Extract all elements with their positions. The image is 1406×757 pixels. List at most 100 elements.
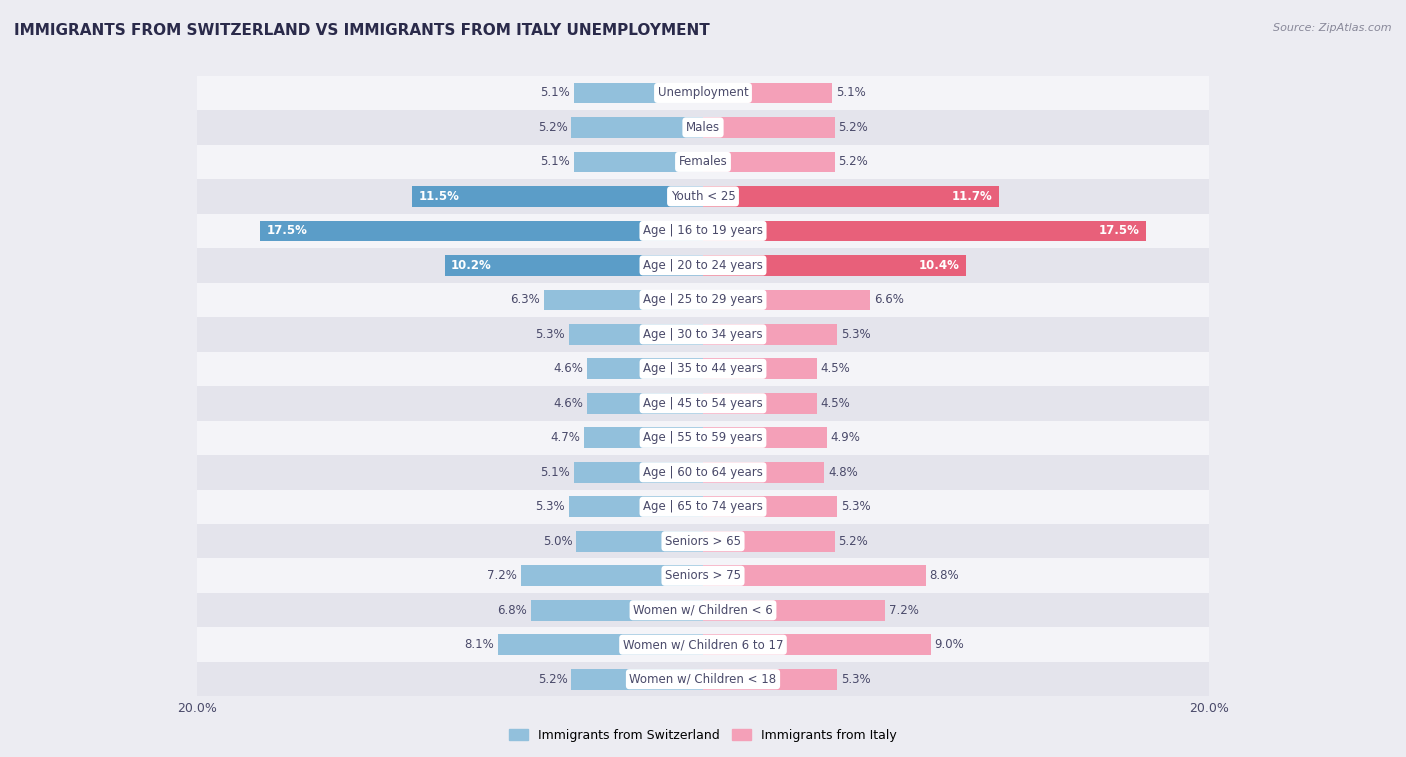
Text: Unemployment: Unemployment: [658, 86, 748, 99]
Text: Youth < 25: Youth < 25: [671, 190, 735, 203]
Text: 17.5%: 17.5%: [266, 224, 308, 238]
Text: Women w/ Children 6 to 17: Women w/ Children 6 to 17: [623, 638, 783, 651]
Bar: [571, 669, 703, 690]
Text: 5.3%: 5.3%: [841, 328, 870, 341]
Text: 10.2%: 10.2%: [451, 259, 492, 272]
Bar: [703, 83, 832, 103]
Bar: [197, 282, 1209, 317]
Bar: [260, 220, 703, 241]
Text: 4.8%: 4.8%: [828, 466, 858, 478]
Bar: [569, 324, 703, 344]
Bar: [197, 351, 1209, 386]
Bar: [703, 324, 837, 344]
Text: Age | 30 to 34 years: Age | 30 to 34 years: [643, 328, 763, 341]
Bar: [197, 317, 1209, 351]
Bar: [703, 497, 837, 517]
Text: 5.3%: 5.3%: [841, 673, 870, 686]
Text: 9.0%: 9.0%: [935, 638, 965, 651]
Bar: [703, 634, 931, 655]
Text: 5.3%: 5.3%: [536, 500, 565, 513]
Text: 10.4%: 10.4%: [920, 259, 960, 272]
Bar: [197, 524, 1209, 559]
Text: Age | 65 to 74 years: Age | 65 to 74 years: [643, 500, 763, 513]
Text: Age | 55 to 59 years: Age | 55 to 59 years: [643, 431, 763, 444]
Text: Age | 16 to 19 years: Age | 16 to 19 years: [643, 224, 763, 238]
Text: 17.5%: 17.5%: [1098, 224, 1140, 238]
Text: 4.6%: 4.6%: [553, 397, 583, 410]
Text: 5.3%: 5.3%: [536, 328, 565, 341]
Bar: [703, 462, 824, 483]
Text: 4.7%: 4.7%: [550, 431, 581, 444]
Bar: [569, 497, 703, 517]
Text: 7.2%: 7.2%: [486, 569, 517, 582]
Bar: [197, 145, 1209, 179]
Bar: [703, 600, 886, 621]
Bar: [197, 593, 1209, 628]
Bar: [531, 600, 703, 621]
Bar: [197, 628, 1209, 662]
Bar: [197, 386, 1209, 421]
Text: 5.2%: 5.2%: [538, 673, 568, 686]
Text: 11.7%: 11.7%: [952, 190, 993, 203]
Text: 5.2%: 5.2%: [538, 121, 568, 134]
Text: 5.0%: 5.0%: [543, 534, 572, 548]
Bar: [574, 83, 703, 103]
Text: Seniors > 75: Seniors > 75: [665, 569, 741, 582]
Bar: [197, 490, 1209, 524]
Text: 8.1%: 8.1%: [464, 638, 495, 651]
Bar: [583, 428, 703, 448]
Text: Age | 45 to 54 years: Age | 45 to 54 years: [643, 397, 763, 410]
Bar: [498, 634, 703, 655]
Bar: [444, 255, 703, 276]
Text: 4.5%: 4.5%: [821, 397, 851, 410]
Bar: [197, 421, 1209, 455]
Bar: [586, 359, 703, 379]
Bar: [576, 531, 703, 552]
Text: 11.5%: 11.5%: [419, 190, 460, 203]
Bar: [703, 186, 1000, 207]
Bar: [571, 117, 703, 138]
Text: 6.8%: 6.8%: [498, 604, 527, 617]
Text: 5.1%: 5.1%: [540, 86, 571, 99]
Bar: [197, 559, 1209, 593]
Text: 4.6%: 4.6%: [553, 363, 583, 375]
Text: 4.5%: 4.5%: [821, 363, 851, 375]
Text: 5.2%: 5.2%: [838, 121, 868, 134]
Bar: [197, 213, 1209, 248]
Text: Age | 25 to 29 years: Age | 25 to 29 years: [643, 294, 763, 307]
Bar: [574, 151, 703, 173]
Bar: [197, 455, 1209, 490]
Bar: [520, 565, 703, 586]
Bar: [586, 393, 703, 413]
Bar: [412, 186, 703, 207]
Text: Age | 35 to 44 years: Age | 35 to 44 years: [643, 363, 763, 375]
Bar: [703, 359, 817, 379]
Text: 5.2%: 5.2%: [838, 534, 868, 548]
Bar: [703, 117, 835, 138]
Text: Women w/ Children < 6: Women w/ Children < 6: [633, 604, 773, 617]
Text: 5.1%: 5.1%: [835, 86, 866, 99]
Text: Age | 20 to 24 years: Age | 20 to 24 years: [643, 259, 763, 272]
Text: 7.2%: 7.2%: [889, 604, 920, 617]
Text: Age | 60 to 64 years: Age | 60 to 64 years: [643, 466, 763, 478]
Text: 6.3%: 6.3%: [510, 294, 540, 307]
Bar: [703, 393, 817, 413]
Text: 8.8%: 8.8%: [929, 569, 959, 582]
Bar: [197, 76, 1209, 111]
Bar: [703, 151, 835, 173]
Bar: [197, 179, 1209, 213]
Text: Seniors > 65: Seniors > 65: [665, 534, 741, 548]
Bar: [544, 289, 703, 310]
Bar: [703, 220, 1146, 241]
Bar: [197, 111, 1209, 145]
Bar: [197, 662, 1209, 696]
Text: 5.3%: 5.3%: [841, 500, 870, 513]
Text: 5.2%: 5.2%: [838, 155, 868, 168]
Bar: [197, 248, 1209, 282]
Text: Females: Females: [679, 155, 727, 168]
Text: 5.1%: 5.1%: [540, 466, 571, 478]
Text: 5.1%: 5.1%: [540, 155, 571, 168]
Bar: [703, 531, 835, 552]
Bar: [703, 565, 925, 586]
Bar: [703, 428, 827, 448]
